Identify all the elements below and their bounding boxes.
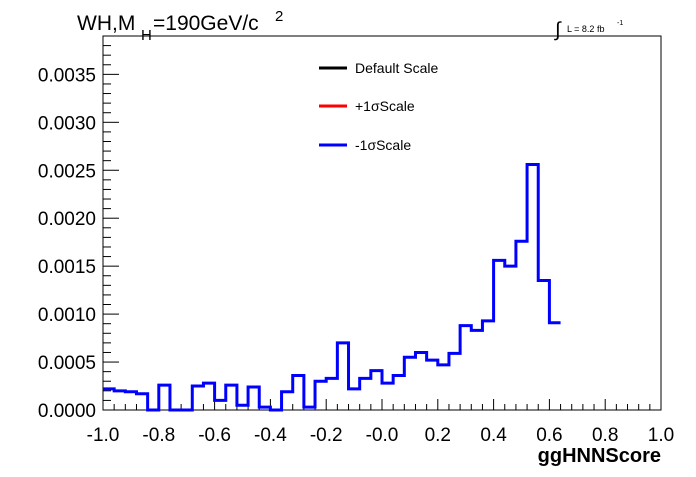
x-tick-label: 0.6 — [536, 425, 562, 446]
x-axis-label: ggHNNScore — [538, 445, 661, 467]
lumi-integral: ∫ — [554, 19, 562, 41]
y-tick-label: 0.0000 — [38, 401, 96, 422]
series-layer — [103, 163, 561, 412]
title-mass: =190GeV/c — [153, 12, 259, 35]
y-axis-tick-labels: 0.0000 0.0005 0.0010 0.0015 0.0020 0.0025 0.00… — [38, 65, 96, 422]
title-main: WH,M — [77, 12, 135, 35]
x-tick-label: 1.0 — [648, 425, 674, 446]
y-tick-label: 0.0030 — [38, 113, 96, 134]
y-tick-label: 0.0025 — [38, 161, 96, 182]
y-tick-label: 0.0035 — [38, 65, 96, 86]
x-axis-tick-labels: -1.0 -0.8 -0.6 -0.4 -0.2 -0.0 0.2 0.4 0.6 0.8 1.0 — [87, 425, 675, 446]
y-tick-label: 0.0015 — [38, 257, 96, 278]
luminosity-label: ∫ L = 8.2 fb -1 — [554, 19, 623, 41]
lumi-superscript: -1 — [617, 20, 623, 27]
x-tick-label: -0.8 — [142, 425, 175, 446]
y-tick-label: 0.0010 — [38, 305, 96, 326]
y-tick-label: 0.0005 — [38, 353, 96, 374]
series-line — [103, 163, 561, 412]
x-tick-label: 0.8 — [592, 425, 618, 446]
x-tick-label: 0.2 — [425, 425, 451, 446]
y-axis-ticks — [103, 35, 119, 411]
x-tick-label: -0.4 — [254, 425, 287, 446]
lumi-text: L = 8.2 fb — [567, 24, 604, 34]
legend-label: Default Scale — [355, 60, 438, 76]
x-tick-label: -0.6 — [198, 425, 231, 446]
title-superscript: 2 — [275, 8, 283, 25]
legend-label: +1σScale — [355, 98, 415, 114]
x-tick-label: -1.0 — [87, 425, 120, 446]
plot-frame — [102, 35, 662, 411]
x-axis-ticks — [102, 399, 662, 410]
x-tick-label: -0.0 — [366, 425, 399, 446]
legend-label: -1σScale — [355, 137, 411, 153]
y-tick-label: 0.0020 — [38, 209, 96, 230]
title-subscript: H — [141, 27, 152, 44]
x-tick-label: -0.2 — [310, 425, 343, 446]
legend: Default Scale +1σScale -1σScale — [319, 60, 438, 153]
x-tick-label: 0.4 — [480, 425, 507, 446]
title-block: WH,M H =190GeV/c 2 — [77, 8, 283, 44]
